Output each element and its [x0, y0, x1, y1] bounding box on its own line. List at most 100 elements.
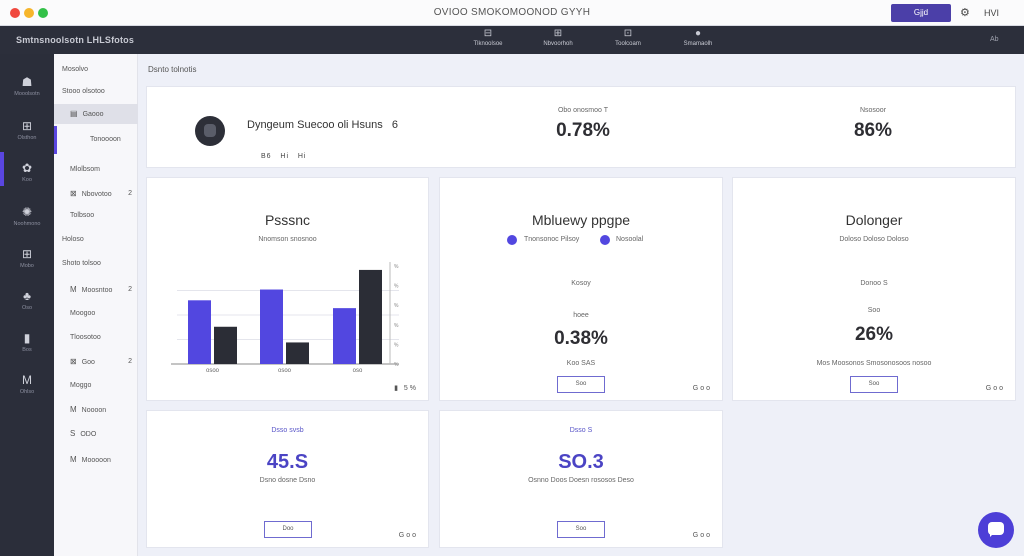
rail-item-settings[interactable]: ✺ Noohmono	[0, 200, 54, 240]
nav-item-calendar[interactable]: ⊡ Toolcoam	[598, 28, 658, 52]
kpi-1-button[interactable]: Doo	[264, 521, 312, 538]
kpi-1-value: 45.S	[266, 451, 309, 473]
profile-stat-1: Obo onosmoo T 0.78%	[513, 107, 653, 142]
sidebar-item[interactable]: Shoto tolsoo	[54, 254, 138, 274]
chart-bar[interactable]	[260, 289, 283, 364]
sidebar-item[interactable]: Holoso	[54, 230, 138, 250]
dol-card-button[interactable]: Soo	[850, 376, 898, 393]
top-navigation: Smtnsnoolsotn LHLSfotos ⊟ Tlknoolsoe ⊞ N…	[0, 26, 1024, 54]
chart-bar[interactable]	[333, 308, 356, 364]
rail-item-document[interactable]: ▮ Bos	[0, 326, 54, 366]
profile-stat-2-label: Nsosoor	[859, 107, 887, 114]
rail-item-home[interactable]: ☗ Mooolsotn	[0, 70, 54, 110]
sidebar-item-label: Goo	[81, 359, 95, 366]
primary-action-button[interactable]: Gjjd	[891, 4, 951, 22]
profile-stat-2: Nsosoor 86%	[803, 107, 943, 142]
sidebar-item[interactable]: M Moosntoo 2	[54, 280, 138, 300]
sidebar-item[interactable]: Tonoooon	[54, 130, 138, 150]
rail-item-label: Olsthon	[17, 135, 37, 141]
maximize-window-button[interactable]	[38, 8, 48, 18]
profile-stat-1-label: Obo onosmoo T	[557, 107, 609, 114]
rail-item-chart[interactable]: M Ohlso	[0, 368, 54, 408]
chart-y-tick-label: %	[394, 342, 399, 348]
avatar[interactable]	[195, 116, 225, 146]
nav-item-label: Smamaolh	[683, 41, 713, 47]
dol-card: Dolonger Doloso Doloso Doloso Donoo S So…	[732, 177, 1016, 401]
sidebar-item-label: Moggo	[70, 382, 92, 389]
sidebar-item-badge: 2	[128, 190, 132, 197]
nav-item-grid[interactable]: ⊞ Nbvoorhoh	[528, 28, 588, 52]
rail-item-list[interactable]: ⊞ Mobo	[0, 242, 54, 282]
rail-item-label: Noohmono	[13, 221, 41, 227]
legend-card-button[interactable]: Soo	[557, 376, 605, 393]
sidebar-item[interactable]: Moogoo	[54, 304, 138, 324]
sidebar-item[interactable]: Stooo olsotoo	[54, 82, 138, 102]
legend-card-label: Kosoy	[571, 280, 591, 287]
profile-stat-2-value: 86%	[853, 120, 893, 141]
sidebar-item-label: Gaooo	[82, 111, 104, 118]
profile-meta-item: B6	[261, 153, 272, 160]
sidebar-item[interactable]: ⊠ Nbovotoo 2	[54, 184, 138, 204]
chat-bubble-icon[interactable]	[978, 512, 1014, 548]
sidebar-item[interactable]: Tloosotoo	[54, 328, 138, 348]
sidebar-item-icon: M	[70, 455, 77, 464]
sidebar-item-label: Stooo olsotoo	[62, 88, 105, 95]
kpi-2-footer[interactable]: Goo	[692, 532, 712, 539]
nav-right-label[interactable]: Ab	[990, 36, 999, 43]
legend-card-title: Mbluewy ppgpe	[531, 212, 631, 228]
dol-card-footer[interactable]: Goo	[985, 385, 1005, 392]
sidebar-item[interactable]: M Mooooon	[54, 450, 138, 470]
legend-card-footer[interactable]: Goo	[692, 385, 712, 392]
chart-x-tick-label: osoo	[206, 368, 220, 374]
sidebar-item[interactable]: ⊠ Goo 2	[54, 352, 138, 372]
sidebar-item-label: Holoso	[62, 236, 84, 243]
user-menu[interactable]: HVI	[984, 8, 1000, 18]
sidebar-item[interactable]: S ODO	[54, 424, 138, 444]
nav-item-user[interactable]: ● Smamaolh	[668, 28, 728, 52]
chart-title: Psssnc	[264, 212, 311, 228]
gear-icon[interactable]: ⚙	[960, 7, 970, 19]
sidebar-item-label: Shoto tolsoo	[62, 260, 101, 267]
sidebar-item[interactable]: Tolbsoo	[54, 206, 138, 226]
kpi-2-value: SO.3	[558, 451, 604, 473]
sidebar-item[interactable]: Mlolbsom	[54, 160, 138, 180]
chart-bar[interactable]	[188, 300, 211, 364]
close-window-button[interactable]	[10, 8, 20, 18]
minimize-window-button[interactable]	[24, 8, 34, 18]
bar-chart-card: Psssnc Nnomson snosnoo %%%%%% osoo osoo oso…	[146, 177, 429, 401]
rail-item-palette[interactable]: ✿ Koo	[0, 156, 54, 196]
sidebar-item[interactable]: Mosolvo	[54, 60, 138, 80]
breadcrumb[interactable]: Dsnto tolnotis	[148, 65, 197, 74]
profile-meta-item: Hi	[280, 153, 290, 160]
home-icon: ☗	[21, 75, 33, 89]
chart-y-tick-label: %	[394, 362, 399, 368]
chart-y-tick-label: %	[394, 303, 399, 309]
nav-item-dashboard[interactable]: ⊟ Tlknoolsoe	[458, 28, 518, 52]
chart-bar[interactable]	[359, 269, 382, 364]
rail-item-users[interactable]: ♣ Oso	[0, 284, 54, 324]
chart-bar[interactable]	[286, 342, 309, 364]
kpi-1-label: Dsso svsb	[271, 427, 304, 434]
chart-y-tick-label: %	[394, 264, 399, 270]
rail-item-label: Mooolsotn	[14, 91, 40, 97]
secondary-sidebar: Mosolvo Stooo olsotoo ▤ Gaooo Tonoooon Mlolbs…	[54, 54, 138, 556]
kpi-card-2: Dsso S SO.3 Osnno Doos Doesn rososos Des…	[439, 410, 723, 548]
chart-card-footer[interactable]: ▮ 5%	[394, 384, 418, 392]
sidebar-item[interactable]: ▤ Gaooo	[54, 104, 138, 124]
legend-card-value: 0.38%	[554, 328, 608, 349]
sidebar-item-label: Tolbsoo	[70, 212, 95, 219]
profile-card: Dyngeum Suecoo oli Hsuns 6 B6 Hi Hi Obo …	[146, 86, 1016, 168]
legend-card: Mbluewy ppgpe Tnonsonoc Pilsoy Nosoolal …	[439, 177, 723, 401]
sidebar-active-indicator	[54, 126, 57, 154]
rail-active-indicator	[0, 152, 4, 186]
dol-card-title: Dolonger	[845, 212, 903, 228]
dol-card-caption: Mos Moosonos Smosonosoos nosoo	[816, 360, 932, 367]
sidebar-item-label: Moosntoo	[81, 287, 113, 294]
kpi-2-button[interactable]: Soo	[557, 521, 605, 538]
kpi-1-footer[interactable]: Goo	[398, 532, 418, 539]
chart-bar[interactable]	[214, 326, 237, 364]
sidebar-item[interactable]: Moggo	[54, 376, 138, 396]
sidebar-item[interactable]: M Noooon	[54, 400, 138, 420]
rail-item-grid[interactable]: ⊞ Olsthon	[0, 114, 54, 154]
sidebar-item-badge: 2	[128, 286, 132, 293]
